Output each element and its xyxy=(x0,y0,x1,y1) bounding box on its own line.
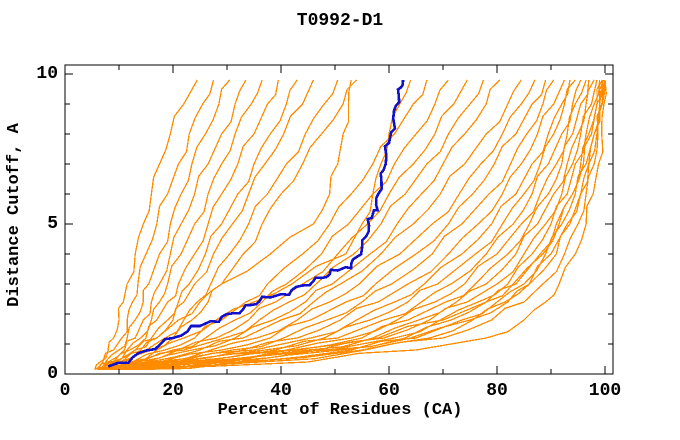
model-curve xyxy=(118,79,576,371)
model-curve xyxy=(97,79,279,371)
model-curve xyxy=(96,79,247,370)
x-tick-label: 20 xyxy=(162,381,184,401)
y-tick-label: 10 xyxy=(36,64,58,84)
model-curve xyxy=(108,79,485,371)
model-curve xyxy=(99,79,352,370)
model-curve xyxy=(102,79,339,371)
model-curve xyxy=(113,79,536,371)
y-axis-label: Distance Cutoff, A xyxy=(5,123,24,307)
model-curve xyxy=(126,79,595,371)
model-curve xyxy=(121,79,582,371)
model-curve xyxy=(97,79,231,371)
model-curve xyxy=(97,79,604,371)
model-curve xyxy=(97,79,606,371)
x-tick-label: 0 xyxy=(59,381,71,401)
model-curve xyxy=(116,79,555,371)
model-curve xyxy=(132,79,601,371)
model-curve xyxy=(97,80,603,371)
model-curve xyxy=(94,79,198,370)
model-curve xyxy=(107,79,468,371)
model-curve xyxy=(124,79,587,371)
model-curve xyxy=(129,79,598,371)
x-tick-label: 100 xyxy=(588,381,622,401)
model-curve xyxy=(99,79,298,370)
model-curve xyxy=(118,79,571,371)
x-tick-label: 40 xyxy=(270,381,292,401)
model-curve xyxy=(116,79,566,371)
highlighted-model-curve xyxy=(107,79,405,368)
y-tick-label: 5 xyxy=(47,214,58,234)
chart-title: T0992-D1 xyxy=(296,11,384,31)
x-tick-label: 60 xyxy=(378,381,400,401)
model-curve xyxy=(99,79,314,371)
model-curve xyxy=(97,79,263,371)
model-curve xyxy=(94,79,215,371)
x-axis-label: Percent of Residues (CA) xyxy=(217,401,463,420)
model-curve xyxy=(113,79,547,371)
model-curve xyxy=(110,79,522,371)
x-tick-label: 80 xyxy=(486,381,508,401)
axis-box xyxy=(64,64,614,375)
model-curve xyxy=(105,79,428,371)
y-tick-label: 0 xyxy=(47,364,58,384)
model-curve xyxy=(97,79,607,371)
